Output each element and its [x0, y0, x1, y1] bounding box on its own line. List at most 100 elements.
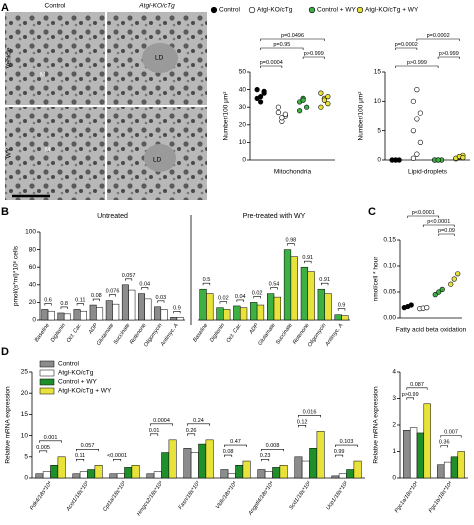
bar — [94, 465, 103, 479]
p-value: 0.02 — [218, 296, 229, 302]
bracket — [304, 260, 312, 264]
bar — [272, 467, 281, 479]
bar — [403, 430, 411, 479]
y-tick-label: 20 — [21, 390, 29, 397]
y-tick-label: 0 — [242, 157, 246, 164]
y-tick-label: 0 — [32, 317, 36, 324]
legend-swatch — [39, 387, 55, 395]
x-axis-label: Lipid-droplets — [408, 169, 448, 176]
p-value: 0.8 — [60, 301, 68, 307]
bar — [87, 469, 96, 479]
p-value: 0.6 — [44, 297, 52, 303]
bar — [121, 284, 129, 321]
dot — [282, 111, 288, 117]
bracket — [125, 278, 133, 281]
dot — [432, 292, 438, 298]
dot — [417, 139, 423, 145]
x-tick-label: ADP — [87, 322, 99, 336]
bar — [170, 317, 178, 321]
bracket — [141, 287, 149, 290]
bar — [423, 403, 431, 479]
bar — [131, 465, 140, 479]
y-tick-label: 4 — [392, 369, 396, 376]
dot — [254, 86, 260, 93]
panel-label: A — [1, 2, 9, 14]
bracket — [335, 454, 344, 458]
row-label: Vehicle — [6, 47, 13, 68]
y-tick-label: 15 — [21, 411, 29, 418]
dot — [275, 104, 281, 110]
bracket — [76, 303, 84, 306]
dot — [439, 286, 445, 293]
bar — [138, 293, 145, 321]
legend-marker — [248, 6, 256, 14]
y-axis-label: Number/100 μm² — [223, 91, 230, 141]
y-tick-label: 1 — [392, 448, 396, 455]
bar — [144, 298, 152, 321]
legend-label: Control + WY — [58, 379, 97, 386]
bar — [316, 431, 325, 479]
bar — [96, 307, 104, 321]
dot — [414, 86, 420, 93]
micrograph-label: M — [40, 72, 45, 79]
bar — [216, 307, 224, 321]
bar — [153, 471, 162, 479]
y-tick-label: 20 — [29, 299, 37, 306]
bar — [301, 460, 310, 479]
dot — [261, 88, 267, 94]
x-tick-label: Angptl4/18s*10⁴ — [246, 479, 275, 517]
legend-label: Control + WY — [317, 7, 356, 14]
x-tick-label: Pgc1b/18s*10⁴ — [427, 479, 454, 514]
x-axis-label: Fatty acid beta oxidation — [396, 327, 467, 334]
p-value: p>0.999 — [304, 51, 324, 57]
bar — [256, 304, 265, 321]
y-tick-label: 5 — [377, 127, 381, 134]
bracket — [76, 448, 99, 452]
y-tick-label: 0.10 — [383, 263, 396, 270]
x-tick-label: Cpt1a/18s*10³ — [102, 480, 127, 512]
bracket — [287, 243, 295, 246]
p-value: <0.0001 — [107, 453, 127, 459]
bar — [80, 310, 87, 321]
p-value: 0.04 — [139, 282, 150, 288]
p-value: 0.5 — [203, 277, 211, 283]
bracket — [260, 47, 304, 50]
p-value: p=0.0496 — [281, 33, 304, 39]
dot — [300, 97, 306, 103]
bracket — [298, 425, 307, 428]
legend-marker — [308, 6, 316, 14]
bracket — [113, 458, 122, 462]
bar — [161, 452, 170, 479]
bar — [41, 309, 49, 321]
y-tick-label: 30 — [239, 104, 247, 111]
y-axis-label: Relative mRNA expression — [5, 386, 12, 464]
bracket — [320, 282, 329, 286]
bracket — [270, 287, 278, 290]
bar — [341, 315, 349, 321]
p-value: 0.54 — [269, 282, 280, 288]
y-tick-label: 0.00 — [383, 315, 396, 322]
p-value: 0.9 — [173, 305, 181, 311]
bar — [160, 309, 168, 321]
dot — [451, 276, 457, 282]
bar — [79, 471, 88, 479]
bracket — [157, 300, 165, 303]
row-label: WY — [6, 147, 13, 158]
dot — [414, 116, 420, 122]
x-tick-label: Digitonin — [209, 323, 226, 344]
bar — [47, 310, 55, 321]
p-value: 0.057 — [122, 273, 136, 279]
bar — [317, 288, 325, 321]
bracket — [224, 454, 233, 458]
x-tick-label: Vldlr/18s*10⁴ — [214, 479, 238, 510]
bar — [443, 461, 452, 479]
bar — [242, 460, 251, 479]
y-tick-label: 0 — [377, 157, 381, 164]
bracket — [187, 433, 196, 436]
bracket — [260, 38, 325, 41]
p-value: 0.08 — [91, 293, 102, 299]
x-tick-label: Oct. Car. — [226, 323, 243, 344]
p-value: 0.99 — [334, 449, 345, 455]
bracket — [60, 306, 68, 309]
bracket — [260, 65, 283, 68]
